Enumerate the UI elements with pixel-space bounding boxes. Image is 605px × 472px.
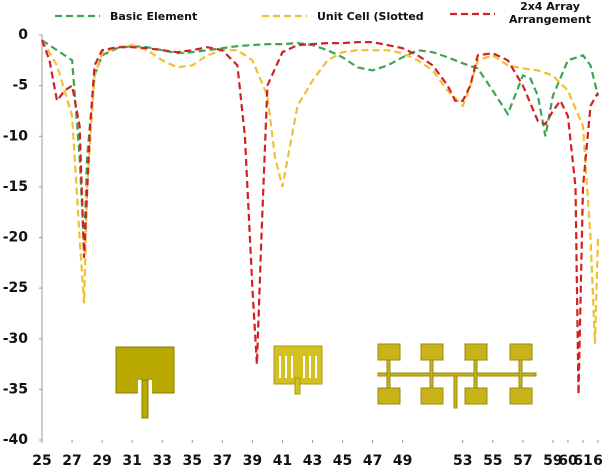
x-tick-label: 37 <box>213 453 232 469</box>
antenna-array <box>377 343 537 409</box>
x-tick-label: 57 <box>513 453 532 469</box>
y-tick-label: -10 <box>3 128 29 144</box>
legend-label: Unit Cell (Slotted <box>317 10 424 23</box>
x-tick-label: 6 <box>593 453 603 469</box>
x-tick-label: 41 <box>273 453 292 469</box>
x-tick-label: 31 <box>122 453 141 469</box>
x-tick-label: 29 <box>92 453 111 469</box>
x-tick-label: 39 <box>243 453 262 469</box>
y-tick-label: -30 <box>3 331 29 347</box>
x-tick-label: 61 <box>573 453 592 469</box>
legend-label: 2x4 Array Arrangement <box>509 0 591 26</box>
x-tick-label: 33 <box>152 453 171 469</box>
x-tick-label: 49 <box>393 453 412 469</box>
x-tick-label: 43 <box>303 453 322 469</box>
antenna-basic <box>115 346 175 419</box>
series-line <box>41 39 600 248</box>
antenna-slotted <box>273 345 323 395</box>
x-tick-label: 47 <box>363 453 382 469</box>
legend-label: Basic Element <box>110 10 198 23</box>
y-tick-label: 0 <box>18 27 28 43</box>
x-tick-label: 45 <box>333 453 352 469</box>
x-tick-label: 60 <box>558 453 578 469</box>
y-tick-label: -15 <box>3 179 28 195</box>
x-tick-label: 59 <box>543 453 562 469</box>
y-tick-label: -20 <box>3 230 29 246</box>
y-tick-label: -5 <box>12 78 28 94</box>
x-tick-label: 55 <box>483 453 502 469</box>
y-tick-label: -40 <box>3 432 29 448</box>
x-tick-label: 27 <box>62 453 81 469</box>
x-tick-label: 25 <box>32 453 51 469</box>
x-tick-label: 35 <box>183 453 202 469</box>
x-tick-label: 53 <box>453 453 472 469</box>
series-line <box>40 39 599 395</box>
y-tick-label: -35 <box>3 381 28 397</box>
series-line <box>41 39 600 344</box>
y-tick-label: -25 <box>3 280 28 296</box>
